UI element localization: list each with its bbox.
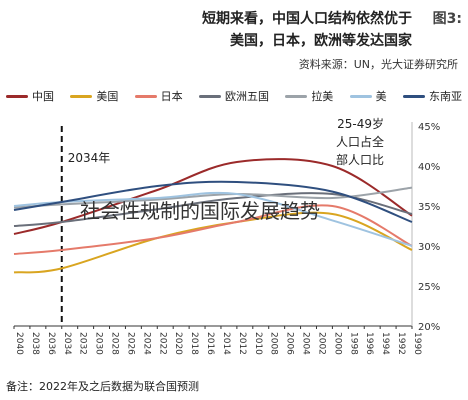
y-tick-label: 20%: [418, 322, 440, 333]
x-tick-label: 2016: [205, 332, 215, 355]
x-tick-label: 2010: [253, 332, 263, 355]
x-tick-label: 2040: [14, 332, 24, 355]
legend-label: 中国: [32, 90, 54, 103]
figure-tag: 图3:: [432, 11, 462, 27]
x-tick-label: 1998: [348, 332, 358, 355]
x-tick-label: 2004: [301, 332, 311, 355]
series-line-拉美: [13, 186, 413, 209]
legend-item-日本: 日本: [134, 88, 183, 104]
annotation-text: 人口占全: [336, 134, 384, 149]
x-tick-label: 1994: [380, 332, 390, 355]
legend-label: 拉美: [311, 90, 334, 103]
legend: 中国 美国 日本 欧洲五国 拉美 美 东南亚: [6, 88, 462, 104]
series-line-东南亚: [13, 180, 413, 223]
legend-label: 美: [375, 90, 387, 103]
data-source: 资料来源：UN，光大证券研究所: [298, 58, 458, 71]
x-tick-label: 2002: [316, 332, 326, 355]
legend-swatch: [402, 94, 425, 98]
legend-item-东南亚: 东南亚: [402, 88, 462, 104]
y-tick-label: 45%: [418, 122, 440, 133]
y-tick-label: 40%: [418, 162, 440, 173]
divider-label: 2034年: [68, 151, 111, 165]
footnote: 备注：2022年及之后数据为联合国预测: [6, 380, 199, 393]
legend-label: 东南亚: [428, 90, 462, 103]
x-tick-label: 2018: [189, 332, 199, 355]
x-tick-label: 2032: [78, 332, 88, 355]
x-tick-label: 2014: [221, 332, 231, 355]
x-tick-label: 2038: [30, 332, 40, 355]
legend-swatch: [349, 94, 372, 98]
legend-label: 日本: [160, 90, 183, 103]
y-tick-label: 25%: [418, 282, 440, 293]
x-tick-label: 1990: [412, 332, 422, 355]
legend-label: 美国: [96, 90, 119, 103]
annotation-text: 25-49岁: [337, 116, 384, 131]
x-tick-label: 2026: [125, 332, 135, 355]
x-tick-label: 2034: [62, 332, 72, 355]
legend-swatch: [198, 94, 221, 98]
chart-title-line2: 美国，日本，欧洲等发达国家: [230, 33, 412, 49]
legend-swatch: [134, 94, 157, 98]
x-tick-label: 2022: [157, 332, 167, 355]
x-tick-label: 2036: [46, 332, 56, 355]
legend-swatch: [70, 94, 93, 98]
x-tick-label: 2006: [285, 332, 295, 355]
x-tick-label: 2000: [332, 332, 342, 355]
x-tick-label: 2028: [110, 332, 120, 355]
legend-item-欧洲五国: 欧洲五国: [198, 88, 269, 104]
x-tick-label: 2020: [173, 332, 183, 355]
y-tick-label: 35%: [418, 202, 440, 213]
legend-label: 欧洲五国: [224, 90, 269, 103]
x-tick-label: 2030: [94, 332, 104, 355]
legend-item-拉美: 拉美: [285, 88, 333, 104]
x-tick-label: 1996: [364, 332, 374, 355]
x-tick-label: 2024: [141, 332, 151, 355]
x-tick-label: 2008: [269, 332, 279, 355]
series-line-日本: [13, 204, 413, 255]
x-tick-label: 1992: [396, 332, 406, 355]
chart-title-line1: 短期来看，中国人口结构依然优于: [202, 11, 412, 27]
legend-swatch: [6, 94, 28, 98]
legend-item-中国: 中国: [6, 88, 54, 104]
annotation-text: 部人口比: [336, 152, 384, 167]
x-tick-label: 2012: [237, 332, 247, 355]
legend-item-美: 美: [349, 88, 387, 104]
series-line-美国: [13, 211, 413, 274]
y-tick-label: 30%: [418, 242, 440, 253]
overlay-caption: 社会性规制的国际发展趋势: [80, 199, 320, 223]
legend-item-美国: 美国: [70, 88, 118, 104]
legend-swatch: [285, 94, 308, 98]
